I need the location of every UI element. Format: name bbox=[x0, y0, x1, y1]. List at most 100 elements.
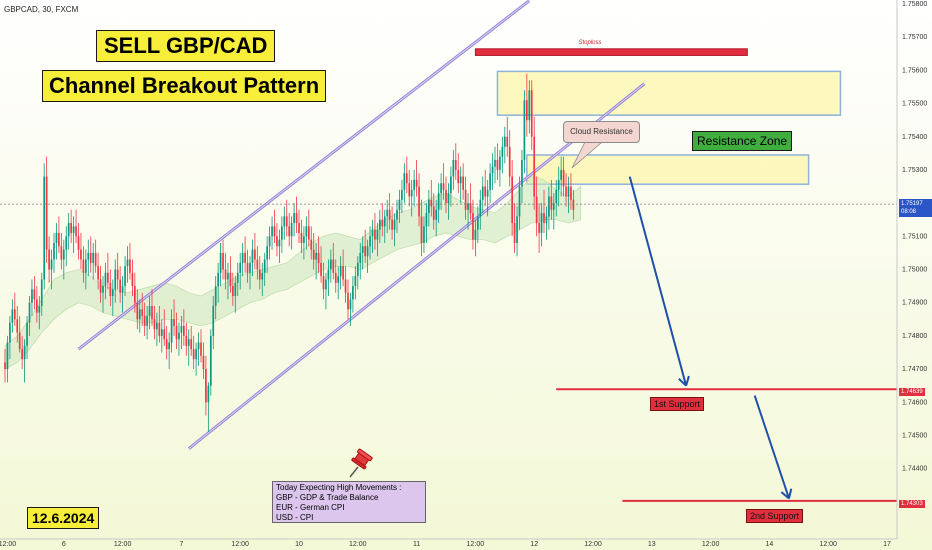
candle-body bbox=[415, 179, 418, 187]
candle-body bbox=[222, 252, 224, 270]
candle-body bbox=[183, 325, 185, 336]
candle-body bbox=[234, 282, 237, 297]
candle-body bbox=[352, 286, 354, 300]
candle-body bbox=[156, 322, 158, 330]
candle-body bbox=[241, 252, 244, 263]
stoploss-label: Stoploss bbox=[578, 40, 602, 46]
candle-body bbox=[491, 166, 494, 174]
x-tick-label: 13 bbox=[648, 541, 656, 548]
candle-body bbox=[555, 189, 558, 204]
candle-body bbox=[158, 322, 161, 336]
target-arrow-2 bbox=[753, 395, 790, 499]
candle-body bbox=[141, 309, 144, 316]
candle-body bbox=[40, 279, 43, 307]
candle-body bbox=[452, 159, 455, 177]
candle-body bbox=[165, 339, 168, 350]
candle-body bbox=[550, 196, 553, 210]
candle-body bbox=[369, 236, 371, 247]
candle-body bbox=[4, 362, 6, 370]
candle-body bbox=[425, 213, 428, 227]
candle-body bbox=[442, 183, 445, 190]
x-tick-label: 12 bbox=[530, 541, 538, 548]
candle-body bbox=[503, 136, 506, 147]
x-tick-label: 12:00 bbox=[114, 541, 132, 548]
candle-body bbox=[445, 189, 447, 204]
title-pattern: Channel Breakout Pattern bbox=[42, 70, 327, 102]
candle-body bbox=[320, 262, 322, 277]
candle-body bbox=[462, 176, 464, 190]
candle-body bbox=[263, 259, 266, 273]
candle-body bbox=[124, 266, 126, 287]
candle-body bbox=[418, 186, 420, 217]
candle-body bbox=[214, 286, 217, 307]
arrowhead bbox=[685, 375, 690, 386]
candle-body bbox=[195, 349, 197, 360]
y-tick-label: 1.74900 bbox=[902, 300, 927, 307]
candle-body bbox=[207, 385, 210, 403]
candle-body bbox=[99, 279, 102, 293]
candle-body bbox=[557, 179, 560, 190]
candle-body bbox=[364, 246, 366, 257]
candle-body bbox=[506, 136, 509, 147]
candle-body bbox=[354, 276, 357, 287]
candle-body bbox=[87, 252, 90, 260]
channel-line-lower-core bbox=[188, 83, 645, 450]
candle-body bbox=[273, 226, 276, 237]
y-tick-label: 1.74700 bbox=[902, 366, 927, 373]
x-tick-label: 6 bbox=[62, 541, 66, 548]
candle-body bbox=[339, 266, 342, 277]
candle-body bbox=[153, 319, 156, 330]
candle-body bbox=[379, 219, 381, 230]
candle-body bbox=[307, 226, 310, 240]
candle-body bbox=[432, 206, 435, 220]
candle-body bbox=[126, 259, 129, 267]
candle-body bbox=[16, 319, 19, 333]
candle-body bbox=[271, 226, 273, 237]
candle-body bbox=[43, 176, 46, 280]
candle-body bbox=[13, 309, 16, 320]
x-tick-label: 17 bbox=[883, 541, 891, 548]
candle-body bbox=[104, 272, 107, 287]
candle-body bbox=[229, 272, 232, 287]
candle-body bbox=[440, 183, 442, 194]
candle-body bbox=[62, 249, 65, 260]
candle-body bbox=[334, 272, 337, 283]
candle-body bbox=[474, 229, 477, 240]
candle-body bbox=[543, 213, 545, 224]
candle-body bbox=[295, 213, 298, 224]
candle-body bbox=[489, 173, 491, 190]
candle-body bbox=[479, 199, 482, 217]
candle-body bbox=[388, 209, 391, 220]
candle-body bbox=[187, 339, 190, 346]
resistance-zone-label: Resistance Zone bbox=[692, 131, 793, 151]
candle-body bbox=[518, 186, 521, 217]
symbol-label[interactable]: GBPCAD, 30, FXCM bbox=[4, 5, 79, 14]
candle-body bbox=[526, 100, 528, 121]
candle-body bbox=[464, 189, 467, 210]
candle-body bbox=[545, 216, 548, 224]
candle-body bbox=[298, 223, 300, 233]
candle-body bbox=[94, 252, 97, 267]
candle-body bbox=[383, 216, 386, 227]
candle-body bbox=[178, 332, 180, 340]
candle-body bbox=[393, 219, 396, 230]
candle-body bbox=[239, 262, 242, 273]
candle-body bbox=[119, 279, 121, 293]
candle-body bbox=[170, 319, 173, 343]
second-support-label: 2nd Support bbox=[746, 509, 804, 523]
candle-body bbox=[109, 282, 112, 297]
candle-body bbox=[11, 309, 14, 323]
candle-body bbox=[85, 259, 87, 273]
candle-body bbox=[160, 329, 163, 336]
candle-body bbox=[562, 169, 565, 187]
candle-body bbox=[376, 229, 379, 240]
candle-body bbox=[521, 159, 523, 187]
candle-body bbox=[163, 329, 166, 340]
y-tick-label: 1.74800 bbox=[902, 333, 927, 340]
candle-body bbox=[111, 289, 114, 297]
x-tick-label: 12:00 bbox=[349, 541, 367, 548]
candle-body bbox=[246, 262, 249, 273]
candle-body bbox=[332, 259, 335, 273]
candle-body bbox=[508, 146, 511, 177]
